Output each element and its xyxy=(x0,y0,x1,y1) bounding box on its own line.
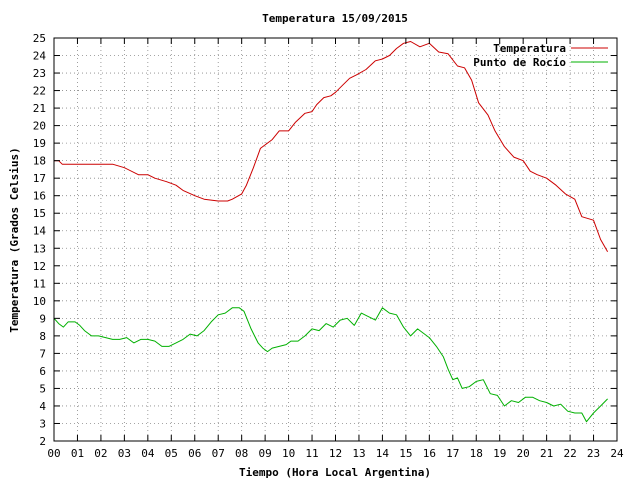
x-tick-label: 07 xyxy=(212,447,225,460)
x-tick-label: 16 xyxy=(423,447,436,460)
y-tick-label: 19 xyxy=(33,137,46,150)
y-axis-title: Temperatura (Grados Celsius) xyxy=(8,147,21,332)
y-tick-label: 22 xyxy=(33,85,46,98)
x-tick-label: 17 xyxy=(446,447,459,460)
legend-label-temperatura: Temperatura xyxy=(493,42,566,55)
y-tick-label: 3 xyxy=(39,417,46,430)
x-tick-label: 12 xyxy=(329,447,342,460)
x-tick-label: 21 xyxy=(540,447,553,460)
tick-marks xyxy=(53,37,618,442)
y-tick-label: 23 xyxy=(33,67,46,80)
x-tick-label: 01 xyxy=(71,447,84,460)
x-axis-title: Tiempo (Hora Local Argentina) xyxy=(239,466,431,479)
x-tick-label: 18 xyxy=(470,447,483,460)
y-tick-label: 10 xyxy=(33,295,46,308)
y-tick-label: 7 xyxy=(39,347,46,360)
x-tick-label: 04 xyxy=(141,447,155,460)
y-tick-label: 4 xyxy=(39,400,46,413)
x-tick-label: 24 xyxy=(610,447,624,460)
x-tick-label: 08 xyxy=(235,447,248,460)
x-tick-label: 05 xyxy=(165,447,178,460)
y-tick-label: 24 xyxy=(33,50,47,63)
series-line-temperatura xyxy=(54,41,609,253)
y-tick-label: 14 xyxy=(33,225,47,238)
y-tick-label: 18 xyxy=(33,155,46,168)
y-tick-label: 25 xyxy=(33,32,46,45)
y-tick-label: 8 xyxy=(39,330,46,343)
grid xyxy=(54,38,617,441)
x-tick-label: 00 xyxy=(47,447,60,460)
y-tick-label: 12 xyxy=(33,260,46,273)
y-tick-label: 21 xyxy=(33,102,46,115)
y-tick-label: 20 xyxy=(33,120,46,133)
x-tick-label: 20 xyxy=(517,447,530,460)
x-tick-label: 09 xyxy=(259,447,272,460)
x-tick-label: 22 xyxy=(563,447,576,460)
legend-label-punto-de-rocio: Punto de Rocío xyxy=(473,56,566,69)
y-tick-label: 16 xyxy=(33,190,46,203)
y-tick-label: 6 xyxy=(39,365,46,378)
x-tick-label: 10 xyxy=(282,447,295,460)
x-tick-label: 23 xyxy=(587,447,600,460)
y-tick-label: 17 xyxy=(33,172,46,185)
series-layer xyxy=(53,41,609,423)
x-tick-label: 03 xyxy=(118,447,131,460)
x-tick-label: 15 xyxy=(399,447,412,460)
legend: Temperatura Punto de Rocío xyxy=(473,42,608,69)
x-tick-label: 11 xyxy=(305,447,318,460)
y-tick-label: 5 xyxy=(39,382,46,395)
x-tick-label: 02 xyxy=(94,447,107,460)
y-tick-label: 13 xyxy=(33,242,46,255)
chart-title: Temperatura 15/09/2015 xyxy=(262,12,408,25)
y-tick-label: 11 xyxy=(33,277,46,290)
x-tick-labels: 00 01 02 03 04 05 06 07 08 09 10 11 12 13 14 15 16 17 18 19… xyxy=(47,447,624,460)
x-tick-label: 14 xyxy=(376,447,390,460)
x-tick-label: 19 xyxy=(493,447,506,460)
y-tick-label: 9 xyxy=(39,312,46,325)
y-tick-label: 15 xyxy=(33,207,46,220)
series-line-punto-de-rocio xyxy=(53,307,608,423)
x-tick-label: 06 xyxy=(188,447,201,460)
x-tick-label: 13 xyxy=(352,447,365,460)
y-tick-label: 2 xyxy=(39,435,46,448)
